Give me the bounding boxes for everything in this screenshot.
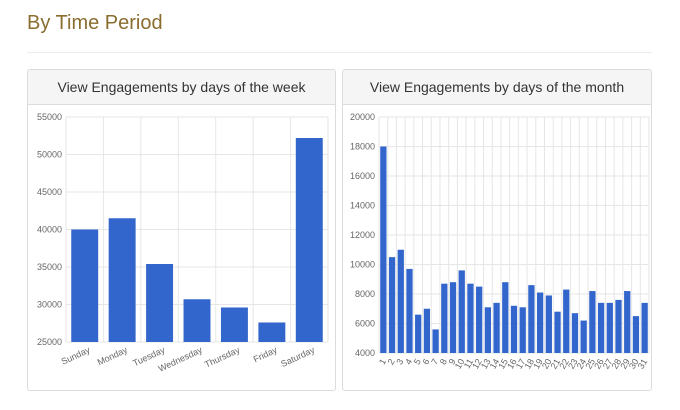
monthday-x-tick-label: 5 bbox=[412, 357, 423, 366]
monthday-bar[interactable] bbox=[502, 282, 509, 353]
weekday-bar[interactable] bbox=[146, 264, 174, 342]
monthday-bar[interactable] bbox=[641, 302, 648, 353]
monthday-x-tick-label: 1 bbox=[377, 357, 388, 366]
weekday-x-tick-label: Thursday bbox=[203, 345, 242, 370]
monthday-y-tick-label: 4000 bbox=[355, 348, 375, 358]
monthday-x-tick-label: 28 bbox=[610, 357, 624, 371]
monthday-x-tick-label: 21 bbox=[549, 357, 563, 371]
monthday-x-tick-label: 19 bbox=[531, 357, 545, 371]
weekday-bar[interactable] bbox=[220, 307, 248, 343]
monthday-x-tick-label: 26 bbox=[592, 357, 606, 371]
monthday-x-tick-label: 20 bbox=[540, 357, 554, 371]
monthday-x-tick-label: 24 bbox=[575, 357, 589, 371]
monthday-bar[interactable] bbox=[563, 289, 570, 353]
monthday-x-tick-label: 3 bbox=[394, 357, 405, 366]
monthday-bar[interactable] bbox=[597, 302, 605, 353]
weekday-bar[interactable] bbox=[108, 218, 136, 342]
monthday-bar[interactable] bbox=[624, 291, 631, 353]
weekday-y-tick-label: 25000 bbox=[37, 337, 62, 347]
monthday-x-tick-label: 23 bbox=[566, 357, 580, 371]
monthday-x-tick-label: 4 bbox=[403, 357, 414, 366]
monthday-x-tick-label: 16 bbox=[505, 357, 519, 371]
monthday-bar[interactable] bbox=[519, 307, 526, 353]
monthday-bar[interactable] bbox=[458, 270, 465, 353]
monthday-bar[interactable] bbox=[432, 329, 439, 353]
monthday-x-tick-label: 2 bbox=[386, 357, 397, 366]
monthday-bar[interactable] bbox=[415, 314, 422, 353]
monthday-y-tick-label: 18000 bbox=[350, 142, 375, 152]
monthday-chart-panel: View Engagements by days of the month 40… bbox=[342, 69, 652, 391]
monthday-y-tick-label: 14000 bbox=[350, 201, 375, 211]
weekday-bar[interactable] bbox=[258, 322, 286, 343]
monthday-y-tick-label: 12000 bbox=[350, 230, 375, 240]
monthday-bar[interactable] bbox=[380, 146, 387, 354]
weekday-chart-panel: View Engagements by days of the week 250… bbox=[27, 69, 336, 391]
monthday-x-tick-label: 7 bbox=[429, 357, 440, 366]
monthday-bar[interactable] bbox=[536, 292, 544, 353]
monthday-y-tick-label: 16000 bbox=[350, 171, 375, 181]
weekday-bar[interactable] bbox=[71, 229, 99, 343]
monthday-chart-title: View Engagements by days of the month bbox=[343, 70, 651, 105]
monthday-bar[interactable] bbox=[493, 302, 500, 353]
monthday-x-tick-label: 14 bbox=[488, 357, 502, 371]
weekday-bar[interactable] bbox=[295, 138, 323, 342]
monthday-x-tick-label: 6 bbox=[420, 357, 431, 366]
weekday-x-tick-label: Friday bbox=[252, 345, 279, 365]
monthday-bar[interactable] bbox=[406, 268, 413, 353]
weekday-chart-title: View Engagements by days of the week bbox=[28, 70, 335, 105]
weekday-y-tick-label: 45000 bbox=[37, 187, 62, 197]
monthday-bar[interactable] bbox=[467, 283, 474, 353]
monthday-bar[interactable] bbox=[554, 311, 561, 353]
weekday-bar[interactable] bbox=[183, 299, 211, 342]
monthday-bar[interactable] bbox=[615, 299, 622, 353]
weekday-x-tick-label: Monday bbox=[96, 345, 130, 368]
monthday-bar[interactable] bbox=[441, 283, 448, 353]
monthday-x-tick-label: 27 bbox=[601, 357, 615, 371]
monthday-x-tick-label: 8 bbox=[438, 357, 449, 366]
weekday-bar-chart: 25000 30000 35000 40000 45000 50000 55000 Sunda… bbox=[37, 112, 329, 374]
monthday-x-tick-label: 13 bbox=[479, 357, 493, 371]
monthday-x-tick-label: 22 bbox=[557, 357, 571, 371]
monthday-bar[interactable] bbox=[510, 305, 518, 353]
monthday-bar[interactable] bbox=[484, 307, 492, 353]
weekday-x-tick-label: Saturday bbox=[279, 345, 316, 369]
monthday-bar[interactable] bbox=[571, 313, 579, 353]
weekday-x-tick-label: Sunday bbox=[60, 345, 92, 367]
monthday-x-tick-label: 31 bbox=[636, 357, 650, 371]
monthday-bar[interactable] bbox=[397, 249, 404, 353]
monthday-bar-chart: 4000 6000 8000 10000 12000 14000 16000 18000 200… bbox=[350, 112, 650, 371]
section-divider bbox=[27, 52, 652, 53]
monthday-bar[interactable] bbox=[476, 286, 483, 353]
monthday-y-tick-label: 10000 bbox=[350, 260, 375, 270]
monthday-x-tick-label: 15 bbox=[496, 357, 510, 371]
monthday-x-tick-label: 10 bbox=[453, 357, 467, 371]
weekday-y-tick-label: 30000 bbox=[37, 300, 62, 310]
weekday-y-tick-label: 40000 bbox=[37, 225, 62, 235]
weekday-y-tick-label: 35000 bbox=[37, 262, 62, 272]
monthday-bar[interactable] bbox=[632, 316, 640, 353]
weekday-y-tick-label: 50000 bbox=[37, 150, 62, 160]
monthday-bar[interactable] bbox=[606, 302, 613, 353]
monthday-x-tick-label: 29 bbox=[618, 357, 632, 371]
weekday-y-tick-label: 55000 bbox=[37, 112, 62, 122]
monthday-x-tick-label: 12 bbox=[470, 357, 484, 371]
monthday-bar[interactable] bbox=[580, 320, 587, 353]
monthday-bar[interactable] bbox=[545, 295, 552, 353]
monthday-bar[interactable] bbox=[449, 282, 457, 353]
monthday-x-tick-label: 17 bbox=[514, 357, 528, 371]
monthday-bar[interactable] bbox=[423, 308, 431, 353]
monthday-x-tick-label: 25 bbox=[583, 357, 597, 371]
section-title: By Time Period bbox=[27, 12, 163, 34]
monthday-x-tick-label: 18 bbox=[522, 357, 536, 371]
monthday-y-tick-label: 20000 bbox=[350, 112, 375, 122]
monthday-y-tick-label: 8000 bbox=[355, 289, 375, 299]
monthday-bar[interactable] bbox=[388, 257, 396, 353]
monthday-bar[interactable] bbox=[589, 291, 596, 353]
monthday-bar[interactable] bbox=[528, 285, 535, 353]
monthday-x-tick-label: 30 bbox=[627, 357, 641, 371]
monthday-x-tick-label: 9 bbox=[447, 357, 458, 366]
monthday-y-tick-label: 6000 bbox=[355, 319, 375, 329]
monthday-x-tick-label: 11 bbox=[462, 357, 475, 370]
